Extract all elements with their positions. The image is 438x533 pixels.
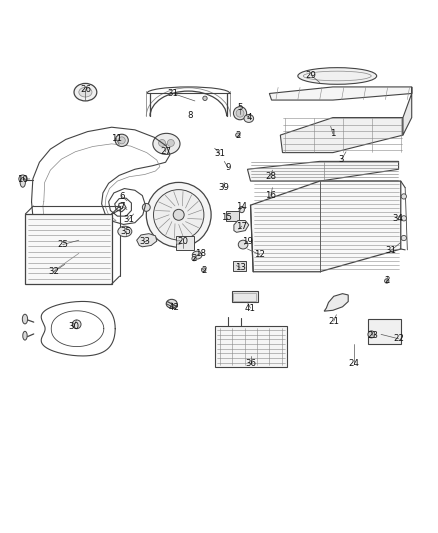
Ellipse shape (115, 134, 128, 147)
Text: 20: 20 (177, 238, 189, 246)
Ellipse shape (238, 240, 248, 249)
Bar (226, 211, 239, 221)
Polygon shape (251, 181, 401, 272)
Ellipse shape (298, 68, 377, 84)
Ellipse shape (401, 194, 406, 199)
Text: 19: 19 (242, 237, 253, 246)
Ellipse shape (203, 96, 207, 101)
Polygon shape (234, 221, 249, 232)
Ellipse shape (159, 140, 166, 147)
Text: 39: 39 (218, 183, 229, 192)
Ellipse shape (201, 268, 206, 272)
Text: 23: 23 (367, 331, 379, 340)
Text: 41: 41 (245, 304, 256, 313)
Text: 42: 42 (169, 303, 180, 312)
Ellipse shape (244, 115, 254, 123)
Ellipse shape (167, 140, 174, 147)
Ellipse shape (20, 177, 25, 187)
Ellipse shape (233, 107, 247, 120)
Text: 27: 27 (160, 147, 171, 156)
Ellipse shape (166, 300, 177, 308)
Text: 26: 26 (80, 85, 91, 94)
Ellipse shape (146, 182, 211, 247)
Text: 16: 16 (265, 191, 276, 200)
Ellipse shape (23, 332, 27, 340)
Ellipse shape (368, 331, 375, 338)
Bar (215, 326, 287, 367)
Text: 13: 13 (234, 263, 246, 272)
Ellipse shape (77, 229, 94, 241)
Polygon shape (269, 87, 412, 100)
Ellipse shape (153, 133, 180, 155)
Text: 6: 6 (119, 192, 124, 201)
Text: 36: 36 (245, 359, 256, 368)
Ellipse shape (401, 216, 406, 221)
Polygon shape (280, 118, 403, 152)
Text: 1: 1 (330, 130, 336, 138)
Text: 2: 2 (384, 277, 389, 286)
Ellipse shape (142, 204, 150, 211)
Bar (368, 319, 401, 344)
Text: 31: 31 (214, 149, 226, 158)
Ellipse shape (118, 226, 132, 237)
Text: 33: 33 (139, 237, 150, 246)
Ellipse shape (236, 109, 244, 117)
Text: 4: 4 (247, 113, 252, 122)
Text: 10: 10 (17, 175, 28, 184)
Bar (232, 292, 258, 302)
Ellipse shape (72, 320, 81, 329)
Text: 2: 2 (191, 254, 197, 263)
Text: 21: 21 (328, 317, 339, 326)
Text: 31: 31 (124, 215, 135, 224)
Text: 31: 31 (167, 89, 179, 98)
Text: 15: 15 (221, 213, 233, 222)
Polygon shape (137, 233, 157, 247)
Text: 17: 17 (236, 222, 247, 231)
Text: 25: 25 (57, 240, 68, 249)
Polygon shape (324, 294, 348, 311)
Text: 2: 2 (235, 131, 240, 140)
Text: 35: 35 (120, 227, 132, 236)
Text: 5: 5 (237, 103, 243, 112)
Text: 11: 11 (110, 134, 122, 143)
Ellipse shape (192, 251, 202, 259)
Ellipse shape (19, 175, 27, 183)
Text: 28: 28 (265, 172, 276, 181)
Text: 7: 7 (119, 201, 124, 211)
Ellipse shape (118, 137, 125, 144)
Ellipse shape (401, 236, 406, 241)
Bar (176, 236, 194, 250)
Text: 18: 18 (195, 249, 206, 258)
Ellipse shape (173, 209, 184, 220)
Text: 30: 30 (68, 322, 79, 331)
Text: 34: 34 (392, 214, 403, 223)
Ellipse shape (177, 240, 181, 245)
Text: 8: 8 (188, 111, 193, 120)
Text: 31: 31 (385, 246, 397, 255)
Polygon shape (403, 87, 412, 135)
Bar (233, 293, 256, 301)
Text: 12: 12 (254, 250, 265, 259)
Ellipse shape (239, 206, 244, 213)
Text: 22: 22 (393, 334, 404, 343)
Text: 24: 24 (348, 359, 360, 368)
Ellipse shape (385, 279, 389, 283)
Ellipse shape (153, 190, 204, 240)
Text: 14: 14 (236, 202, 247, 211)
Text: 3: 3 (339, 155, 344, 164)
Bar (233, 261, 246, 271)
Ellipse shape (74, 84, 97, 101)
Polygon shape (25, 214, 112, 284)
Ellipse shape (236, 133, 240, 138)
Text: 29: 29 (306, 70, 316, 79)
Text: 2: 2 (201, 265, 206, 274)
Polygon shape (247, 161, 399, 181)
Text: 32: 32 (48, 267, 60, 276)
Ellipse shape (79, 87, 92, 97)
Text: 9: 9 (225, 163, 230, 172)
Ellipse shape (192, 256, 196, 261)
Ellipse shape (22, 314, 28, 324)
